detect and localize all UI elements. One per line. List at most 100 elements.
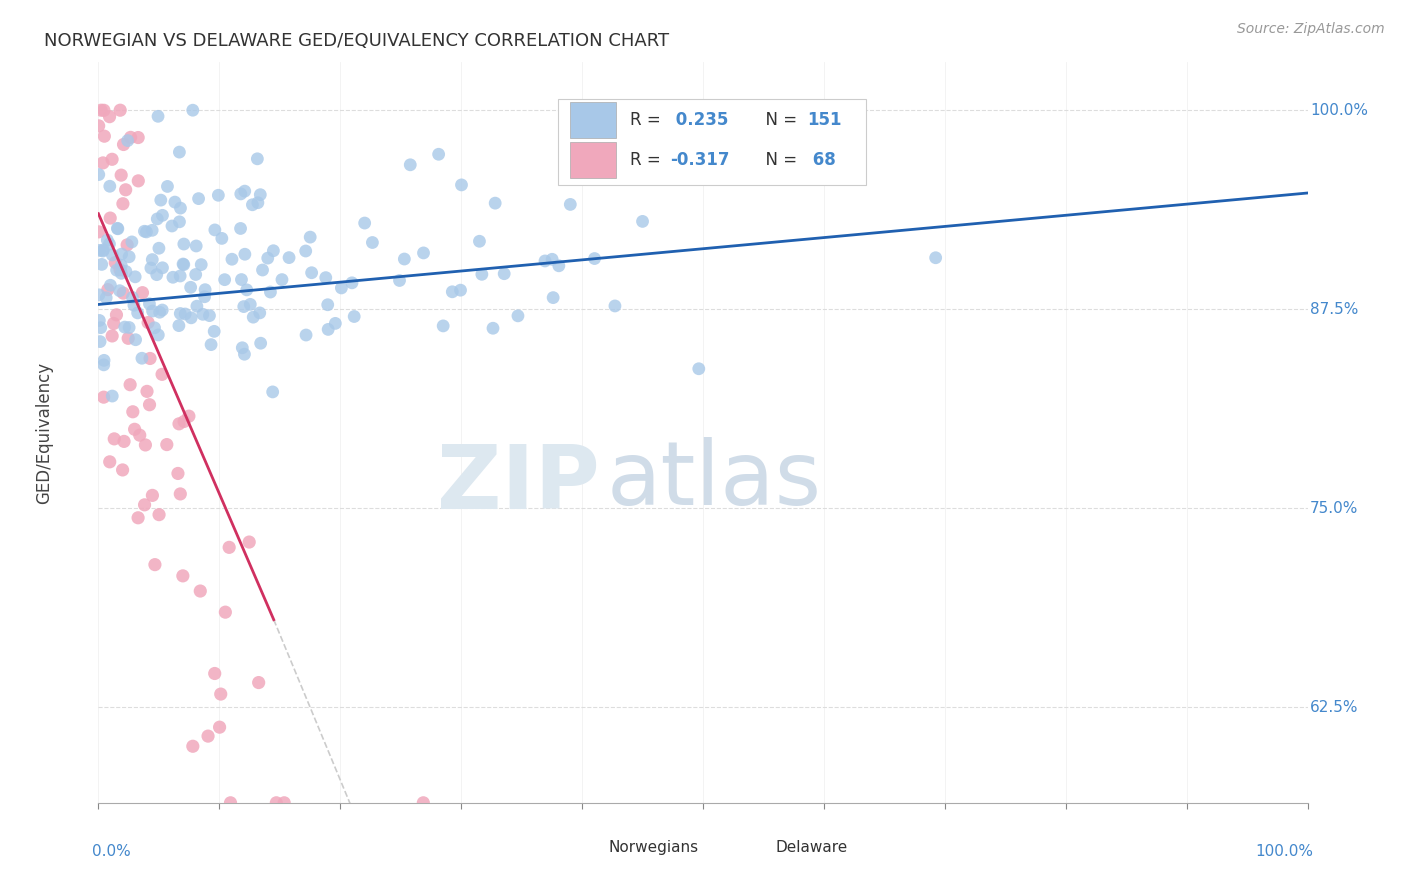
Point: [246, 195, 269, 210]
Point: [127, 174, 149, 188]
Point: [343, 310, 366, 324]
Point: [139, 260, 162, 275]
Text: 75.0%: 75.0%: [1310, 500, 1358, 516]
Point: [211, 231, 233, 245]
Point: [204, 223, 226, 237]
Point: [353, 216, 375, 230]
Point: [143, 320, 166, 334]
Point: [191, 307, 214, 321]
Point: [87, 288, 110, 302]
Point: [118, 250, 141, 264]
Point: [266, 796, 288, 810]
Point: [187, 192, 209, 206]
Point: [167, 318, 190, 333]
Point: [150, 303, 173, 318]
Point: [214, 605, 236, 619]
Point: [118, 320, 141, 334]
Point: [271, 272, 294, 286]
Point: [169, 268, 191, 283]
Point: [506, 309, 529, 323]
Point: [87, 119, 110, 133]
Point: [219, 796, 242, 810]
Point: [120, 377, 142, 392]
Point: [262, 244, 284, 258]
Point: [441, 285, 464, 299]
Point: [688, 361, 710, 376]
Point: [146, 109, 169, 123]
Point: [145, 268, 167, 282]
Text: 100.0%: 100.0%: [1256, 844, 1313, 858]
Point: [259, 285, 281, 299]
Point: [232, 300, 254, 314]
Point: [315, 270, 337, 285]
FancyBboxPatch shape: [558, 99, 866, 185]
Point: [202, 324, 225, 338]
Point: [101, 329, 124, 343]
Point: [110, 266, 132, 280]
Point: [148, 508, 170, 522]
Point: [98, 179, 121, 194]
Point: [541, 252, 564, 267]
Point: [547, 259, 569, 273]
Point: [236, 283, 259, 297]
Point: [173, 237, 195, 252]
Text: R =: R =: [630, 112, 666, 129]
Point: [924, 251, 946, 265]
Point: [149, 305, 172, 319]
Point: [301, 266, 323, 280]
Point: [631, 214, 654, 228]
Point: [169, 487, 191, 501]
Point: [96, 233, 118, 247]
Point: [89, 334, 111, 349]
Point: [134, 438, 156, 452]
Text: GED/Equivalency: GED/Equivalency: [35, 361, 53, 504]
Point: [93, 358, 115, 372]
Point: [108, 103, 131, 118]
Point: [124, 422, 146, 436]
Point: [114, 320, 136, 334]
Point: [207, 188, 229, 202]
Point: [111, 463, 134, 477]
Point: [141, 488, 163, 502]
Point: [98, 455, 121, 469]
Point: [299, 230, 322, 244]
Bar: [569, 143, 616, 178]
Point: [127, 306, 149, 320]
Point: [173, 258, 195, 272]
Point: [167, 417, 190, 431]
Point: [117, 331, 139, 345]
Point: [174, 307, 197, 321]
Point: [138, 398, 160, 412]
Point: [482, 321, 505, 335]
Point: [110, 259, 132, 273]
Point: [93, 353, 115, 368]
Point: [93, 103, 115, 118]
Point: [110, 168, 132, 182]
Point: [131, 285, 153, 300]
Point: [169, 215, 191, 229]
Point: [121, 405, 143, 419]
Point: [117, 134, 139, 148]
Point: [412, 796, 434, 810]
Text: 0.0%: 0.0%: [93, 844, 131, 858]
Point: [218, 541, 240, 555]
Point: [169, 201, 191, 215]
Point: [494, 267, 516, 281]
Point: [316, 298, 339, 312]
Point: [107, 221, 129, 235]
Point: [97, 283, 120, 297]
Point: [231, 272, 253, 286]
Point: [89, 244, 111, 258]
Point: [152, 208, 174, 222]
Point: [484, 196, 506, 211]
Point: [294, 244, 316, 258]
Text: Norwegians: Norwegians: [609, 839, 699, 855]
Point: [181, 103, 204, 118]
Point: [316, 322, 339, 336]
Point: [173, 414, 195, 428]
Point: [169, 306, 191, 320]
Point: [262, 384, 284, 399]
Point: [101, 153, 124, 167]
Point: [249, 187, 271, 202]
Point: [394, 252, 416, 266]
